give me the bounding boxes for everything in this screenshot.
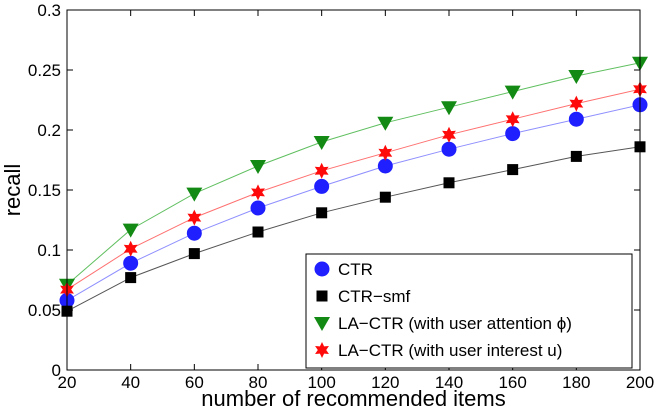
legend-item: CTR	[314, 260, 373, 279]
data-point	[568, 70, 585, 84]
data-point	[250, 200, 266, 216]
data-point	[505, 126, 521, 142]
x-tick-label: 40	[121, 373, 140, 392]
data-point	[186, 187, 203, 202]
legend-label: LA−CTR (with user attention ϕ)	[338, 314, 572, 333]
x-tick-label: 80	[249, 373, 268, 392]
legend-marker	[314, 317, 330, 331]
data-point	[122, 223, 139, 238]
data-point	[570, 150, 582, 162]
data-point	[505, 111, 520, 128]
data-point	[441, 141, 457, 157]
y-tick-label: 0.25	[28, 61, 61, 80]
legend-label: LA−CTR (with user interest u)	[338, 341, 562, 360]
y-tick-label: 0.2	[37, 121, 61, 140]
x-tick-label: 180	[562, 373, 590, 392]
x-tick-label: 60	[185, 373, 204, 392]
data-point	[125, 272, 137, 284]
data-point	[188, 248, 200, 260]
y-tick-label: 0.05	[28, 301, 61, 320]
legend-marker	[316, 290, 328, 302]
data-point	[187, 209, 202, 226]
x-axis-label: number of recommended items	[201, 386, 505, 411]
data-point	[250, 160, 266, 174]
data-point	[377, 158, 393, 174]
x-tick-label: 200	[626, 373, 654, 392]
series-line	[66, 62, 641, 286]
data-point	[316, 207, 328, 219]
x-tick-label: 100	[307, 373, 335, 392]
x-tick-label: 160	[498, 373, 526, 392]
legend: CTR CTR−smf LA−CTR (with user attention ϕ)…	[305, 253, 633, 369]
series-line	[66, 104, 641, 301]
data-point	[378, 144, 393, 161]
data-point	[443, 177, 455, 189]
x-tick-label: 120	[371, 373, 399, 392]
data-point	[251, 184, 265, 201]
data-point	[314, 162, 329, 179]
legend-item: LA−CTR (with user attention ϕ)	[314, 314, 572, 333]
data-point	[569, 95, 584, 112]
data-point	[441, 101, 457, 116]
y-tick-label: 0	[52, 361, 61, 380]
y-tick-label: 0.1	[37, 241, 61, 260]
y-axis-label: recall	[0, 164, 25, 217]
series-line	[66, 146, 641, 312]
axis-ticks: 20 40 60 80 100 120 140 160 180 200 0 0.05 0.1 0.15 0.…	[28, 1, 654, 392]
x-tick-label: 20	[58, 373, 77, 392]
data-point	[313, 136, 330, 150]
data-point	[504, 85, 521, 100]
series-0	[59, 97, 648, 308]
data-point	[123, 255, 139, 271]
series-line	[66, 88, 641, 291]
legend-label: CTR	[338, 260, 373, 279]
legend-marker	[315, 342, 329, 358]
data-point	[379, 191, 391, 203]
legend-item: CTR−smf	[316, 287, 411, 306]
x-tick-label: 140	[435, 373, 463, 392]
data-point	[507, 164, 519, 176]
legend-marker	[314, 261, 330, 277]
data-point	[123, 240, 138, 257]
legend-item: LA−CTR (with user interest u)	[315, 341, 562, 360]
data-point	[568, 111, 584, 127]
data-point	[186, 225, 202, 241]
data-point	[314, 178, 330, 194]
legend-box	[305, 253, 633, 369]
data-point	[252, 226, 264, 238]
y-tick-label: 0.3	[37, 1, 61, 20]
legend-label: CTR−smf	[338, 287, 411, 306]
y-tick-label: 0.15	[28, 181, 61, 200]
data-point	[442, 126, 456, 143]
data-point	[377, 116, 394, 131]
